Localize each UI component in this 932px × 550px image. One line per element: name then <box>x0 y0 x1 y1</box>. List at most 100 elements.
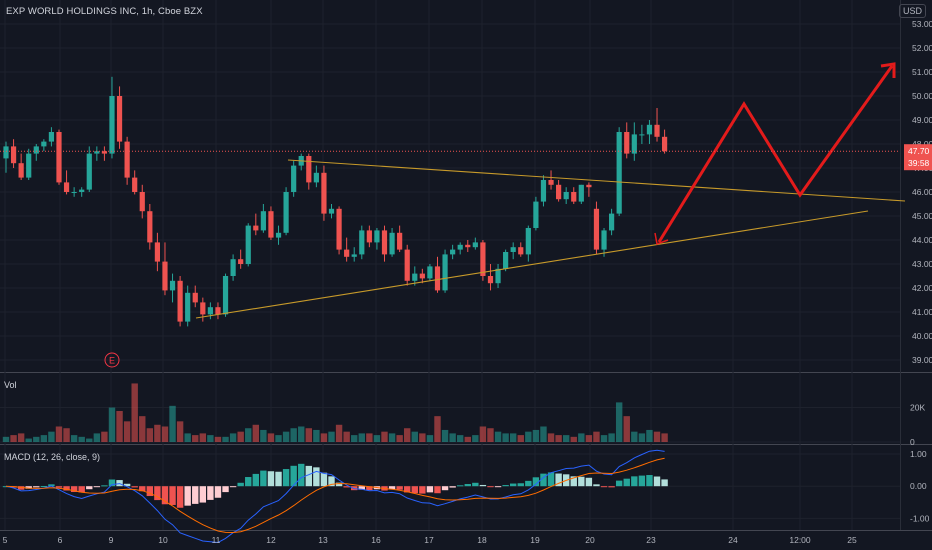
time-tick-label: 10 <box>158 535 168 545</box>
candle-body <box>442 254 448 291</box>
candle-body <box>578 184 584 202</box>
price-tick-label: 44.00 <box>912 235 932 245</box>
volume-bar <box>192 435 199 442</box>
macd-histogram-bar <box>449 486 456 488</box>
volume-bar <box>33 436 40 442</box>
volume-bar <box>139 416 146 442</box>
macd-histogram-bar <box>63 486 70 491</box>
volume-bar <box>275 435 282 442</box>
candle-body <box>139 192 145 212</box>
candle-body <box>646 124 653 135</box>
macd-histogram-bar <box>525 480 532 487</box>
macd-histogram-bar <box>335 482 343 487</box>
volume-bar <box>388 433 396 442</box>
volume-bar <box>10 435 17 442</box>
time-tick-label: 19 <box>530 535 540 545</box>
volume-bar <box>2 436 10 442</box>
macd-histogram-bar <box>646 475 653 487</box>
volume-bar <box>245 428 252 442</box>
time-tick-label: 23 <box>646 535 656 545</box>
time-tick-label: 12 <box>266 535 276 545</box>
macd-histogram-bar <box>305 465 312 487</box>
macd-histogram-bar <box>139 486 146 492</box>
macd-histogram-bar <box>419 486 426 494</box>
candle-body <box>609 213 615 231</box>
macd-histogram-bar <box>131 486 138 488</box>
candle-body <box>124 141 130 178</box>
volume-bar <box>381 431 388 442</box>
candle-body <box>291 165 297 192</box>
volume-bar <box>63 428 70 442</box>
macd-histogram-bar <box>25 486 32 489</box>
volume-bar <box>40 435 48 442</box>
macd-histogram-bar <box>411 486 418 494</box>
macd-histogram-bar <box>517 483 524 487</box>
macd-histogram-bar <box>123 483 131 487</box>
macd-histogram-bar <box>457 485 464 487</box>
candle-body <box>33 146 39 154</box>
candle-body <box>116 96 123 142</box>
volume-bar <box>161 426 169 442</box>
volume-bar <box>320 433 328 442</box>
volume-bar <box>631 431 638 442</box>
macd-histogram-bar <box>600 486 608 488</box>
macd-histogram-bar <box>388 486 396 490</box>
volume-bar <box>593 431 600 442</box>
macd-histogram-bar <box>540 473 547 487</box>
time-tick-label: 5 <box>3 535 8 545</box>
macd-histogram-bar <box>33 486 40 488</box>
macd-histogram-bar <box>154 486 161 501</box>
volume-bar <box>570 436 577 442</box>
volume-bar <box>472 435 479 442</box>
lower-trendline <box>195 210 869 319</box>
macd-histogram-bar <box>207 486 214 500</box>
macd-histogram-bar <box>199 486 207 503</box>
candle-body <box>344 249 350 257</box>
price-tick-label: 49.00 <box>912 115 932 125</box>
volume-bar <box>305 428 312 442</box>
candle-body <box>624 132 630 154</box>
macd-histogram-bar <box>237 482 244 487</box>
macd-histogram-bar <box>275 471 282 487</box>
macd-histogram-bar <box>78 486 85 493</box>
candle-body <box>336 208 342 250</box>
candle-body <box>41 141 47 147</box>
candle-body <box>79 189 85 192</box>
volume-bar <box>17 433 25 442</box>
macd-histogram-bar <box>479 484 487 487</box>
time-tick-label: 13 <box>318 535 328 545</box>
candle-body <box>631 134 637 154</box>
macd-histogram-bar <box>176 486 184 508</box>
volume-bar <box>214 436 222 442</box>
macd-histogram-bar <box>366 486 373 491</box>
volume-bar <box>267 433 275 442</box>
macd-histogram-bar <box>555 473 562 487</box>
drawings[interactable]: E <box>104 62 906 368</box>
candle-body <box>86 153 92 190</box>
volume-bar <box>154 424 161 442</box>
volume-bar <box>343 431 350 442</box>
candle-body <box>397 232 403 250</box>
macd-histogram-bar <box>70 486 78 493</box>
candle-body <box>366 230 372 243</box>
currency-button[interactable]: USD <box>898 4 926 18</box>
candle-body <box>306 156 312 183</box>
volume-bar <box>615 402 623 442</box>
macd-histogram-bar <box>487 486 494 488</box>
candle-body <box>215 307 221 315</box>
candle-body <box>427 266 433 279</box>
volume-bar <box>93 433 101 442</box>
time-tick-label: 20 <box>585 535 595 545</box>
volume-bar <box>426 435 434 442</box>
candle-body <box>63 182 70 192</box>
price-tick-label: 52.00 <box>912 43 932 53</box>
volume-bar <box>282 431 290 442</box>
macd-histogram-bar <box>547 472 555 487</box>
macd-histogram-bar <box>161 486 169 505</box>
macd-histogram-bar <box>229 486 237 488</box>
macd-histogram-bar <box>623 478 630 487</box>
candle-body <box>169 280 176 291</box>
macd-histogram-bar <box>260 470 267 487</box>
volume-bar <box>176 421 184 442</box>
